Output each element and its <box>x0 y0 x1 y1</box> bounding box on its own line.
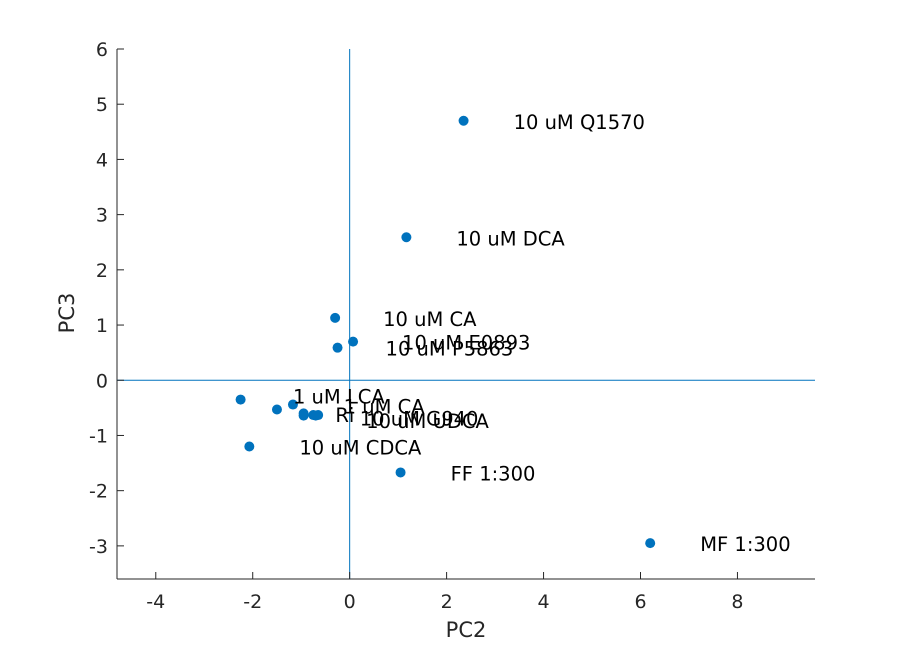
y-tick-label: 6 <box>96 39 108 61</box>
y-tick-label: -1 <box>89 425 108 447</box>
x-tick-label: 0 <box>344 591 356 613</box>
data-point <box>645 538 656 549</box>
data-point <box>332 342 343 353</box>
y-tick-label: -3 <box>89 536 108 558</box>
data-point-label: 10 uM CA <box>383 308 477 331</box>
x-axis-title: PC2 <box>446 618 487 642</box>
data-point-label: 10 uM E0893 <box>402 332 530 355</box>
data-point-label: 10 uM Q1570 <box>514 111 645 134</box>
x-tick-label: 6 <box>634 591 646 613</box>
y-tick-label: -2 <box>89 481 108 503</box>
data-point <box>244 441 255 452</box>
y-tick-label: 4 <box>96 149 108 171</box>
data-point-label: 10 uM DCA <box>456 227 565 250</box>
y-tick-label: 5 <box>96 94 108 116</box>
axes <box>116 48 815 580</box>
y-tick-label: 3 <box>96 205 108 227</box>
data-point <box>348 336 359 347</box>
x-tick-label: 4 <box>538 591 550 613</box>
y-axis-title: PC3 <box>55 293 79 334</box>
data-point <box>458 115 469 126</box>
data-point <box>395 467 406 478</box>
data-point-label: 10 uM P5863 <box>386 338 514 361</box>
data-point-label: MF 1:300 <box>700 533 790 556</box>
y-tick-label: 2 <box>96 260 108 282</box>
data-point <box>310 410 321 421</box>
data-point <box>330 312 341 323</box>
tick-labels: -4 -2 0 2 4 6 8 -3 -2 -1 0 1 2 3 4 5 6 <box>89 39 743 613</box>
y-tick-label: 1 <box>96 315 108 337</box>
data-point <box>287 399 298 410</box>
data-point <box>235 394 246 405</box>
data-point <box>401 232 412 243</box>
data-point-label: FF 1:300 <box>451 462 536 485</box>
data-point-label: 10 uM G940 <box>360 408 479 431</box>
data-point-label: 10 uM CDCA <box>299 437 422 460</box>
data-point <box>298 410 309 421</box>
x-tick-label: 2 <box>441 591 453 613</box>
data-point-label: 1 uM LCA <box>293 386 385 409</box>
data-points <box>235 115 656 549</box>
data-point-label: Ri <box>335 404 354 427</box>
x-tick-label: 8 <box>731 591 743 613</box>
data-point-label: 1 uM CA <box>344 395 426 418</box>
x-tick-label: -2 <box>243 591 262 613</box>
data-point <box>271 404 282 415</box>
y-tick-label: 0 <box>96 370 108 392</box>
x-tick-label: -4 <box>146 591 165 613</box>
data-point-label: 10 uM UDCA <box>366 410 489 433</box>
